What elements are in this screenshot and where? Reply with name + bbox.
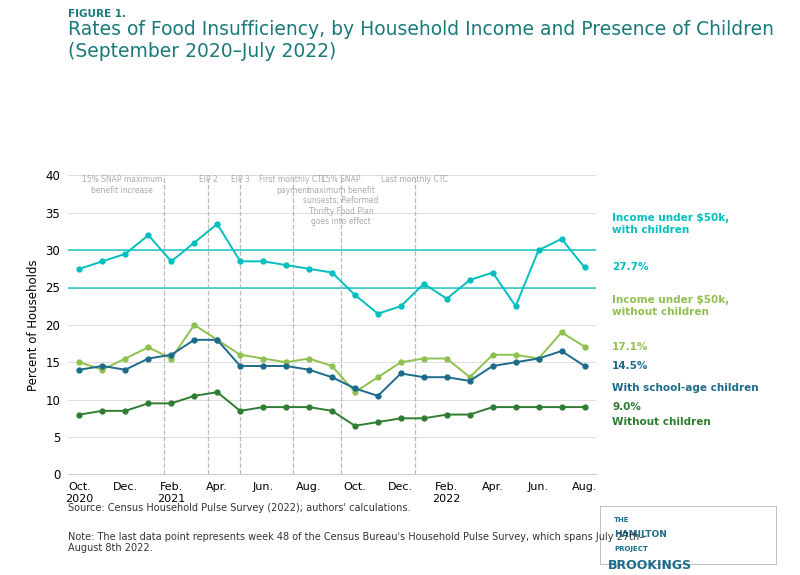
Text: Note: The last data point represents week 48 of the Census Bureau's Household Pu: Note: The last data point represents wee…	[68, 532, 644, 554]
Text: Income under $50k,
without children: Income under $50k, without children	[612, 296, 730, 317]
Text: HAMILTON: HAMILTON	[614, 530, 667, 539]
Text: THE: THE	[614, 518, 630, 523]
Text: With school-age children: With school-age children	[612, 384, 758, 393]
Text: 15% SNAP
maximum benefit
sunsests; Reformed
Thrifty Food Plan
goes into effect: 15% SNAP maximum benefit sunsests; Refor…	[303, 175, 379, 226]
Y-axis label: Percent of Households: Percent of Households	[27, 259, 40, 390]
Text: 15% SNAP maximum
benefit increase: 15% SNAP maximum benefit increase	[82, 175, 162, 195]
Text: Rates of Food Insufficiency, by Household Income and Presence of Children
(Septe: Rates of Food Insufficiency, by Househol…	[68, 20, 774, 61]
Text: Source: Census Household Pulse Survey (2022); authors' calculations.: Source: Census Household Pulse Survey (2…	[68, 503, 410, 513]
Text: PROJECT: PROJECT	[614, 546, 648, 552]
Text: EIP 3: EIP 3	[230, 175, 250, 185]
Text: First monthly CTC
payment: First monthly CTC payment	[259, 175, 326, 195]
Text: EIP 2: EIP 2	[198, 175, 218, 185]
Text: FIGURE 1.: FIGURE 1.	[68, 9, 126, 18]
Text: 27.7%: 27.7%	[612, 262, 649, 273]
Text: Last monthly CTC: Last monthly CTC	[381, 175, 448, 185]
Text: 9.0%: 9.0%	[612, 402, 641, 412]
Text: 14.5%: 14.5%	[612, 361, 649, 371]
Text: Without children: Without children	[612, 417, 711, 427]
Text: Income under $50k,
with children: Income under $50k, with children	[612, 213, 730, 235]
Text: BROOKINGS: BROOKINGS	[608, 559, 692, 572]
Text: 17.1%: 17.1%	[612, 342, 649, 351]
